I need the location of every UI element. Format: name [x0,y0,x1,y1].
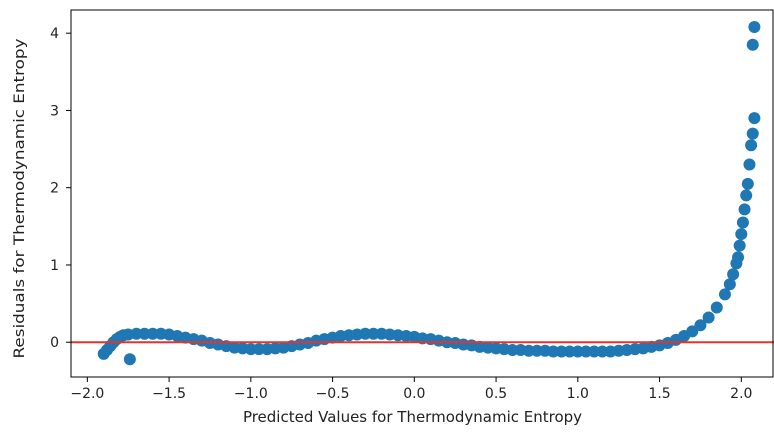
x-tick-label: −0.5 [316,386,350,402]
x-tick-label: 1.5 [648,386,670,402]
scatter-point [743,158,756,171]
y-tick-label: 1 [50,258,59,274]
x-tick-label: −2.0 [70,386,104,402]
scatter-point [686,325,699,338]
scatter-point [745,139,758,152]
y-tick-label: 0 [50,335,59,351]
scatter-point [746,38,759,51]
scatter-point [718,288,731,301]
scatter-point [710,301,723,314]
scatter-point [694,319,707,332]
scatter-point [123,353,136,366]
scatter-point [738,203,751,216]
y-axis-ticks: 0 1 2 3 4 [50,26,71,351]
x-tick-label: 1.0 [567,386,589,402]
scatter-point [748,112,761,125]
scatter-points [97,20,761,366]
x-tick-label: 0.5 [485,386,507,402]
x-tick-label: 2.0 [730,386,752,402]
y-tick-label: 2 [50,181,59,197]
scatter-point [727,268,740,281]
x-axis-ticks: −2.0 −1.5 −1.0 −0.5 0.0 0.5 1.0 1.5 2.0 [70,377,752,402]
scatter-point [740,189,753,202]
y-tick-label: 3 [50,103,59,119]
x-axis-label: Predicted Values for Thermodynamic Entro… [243,408,582,426]
scatter-point [733,239,746,252]
scatter-point [746,127,759,140]
scatter-point [702,311,715,324]
scatter-point [736,216,749,229]
x-tick-label: 0.0 [403,386,425,402]
y-tick-label: 4 [50,26,59,42]
scatter-point [748,20,761,33]
x-tick-label: −1.0 [234,386,268,402]
scatter-point [723,278,736,291]
plot-frame [70,9,774,378]
scatter-point [732,251,745,264]
scatter-point [735,228,748,241]
scatter-point [741,177,754,190]
x-tick-label: −1.5 [152,386,186,402]
y-axis-label: Residuals for Thermodynamic Entropy [12,39,28,359]
